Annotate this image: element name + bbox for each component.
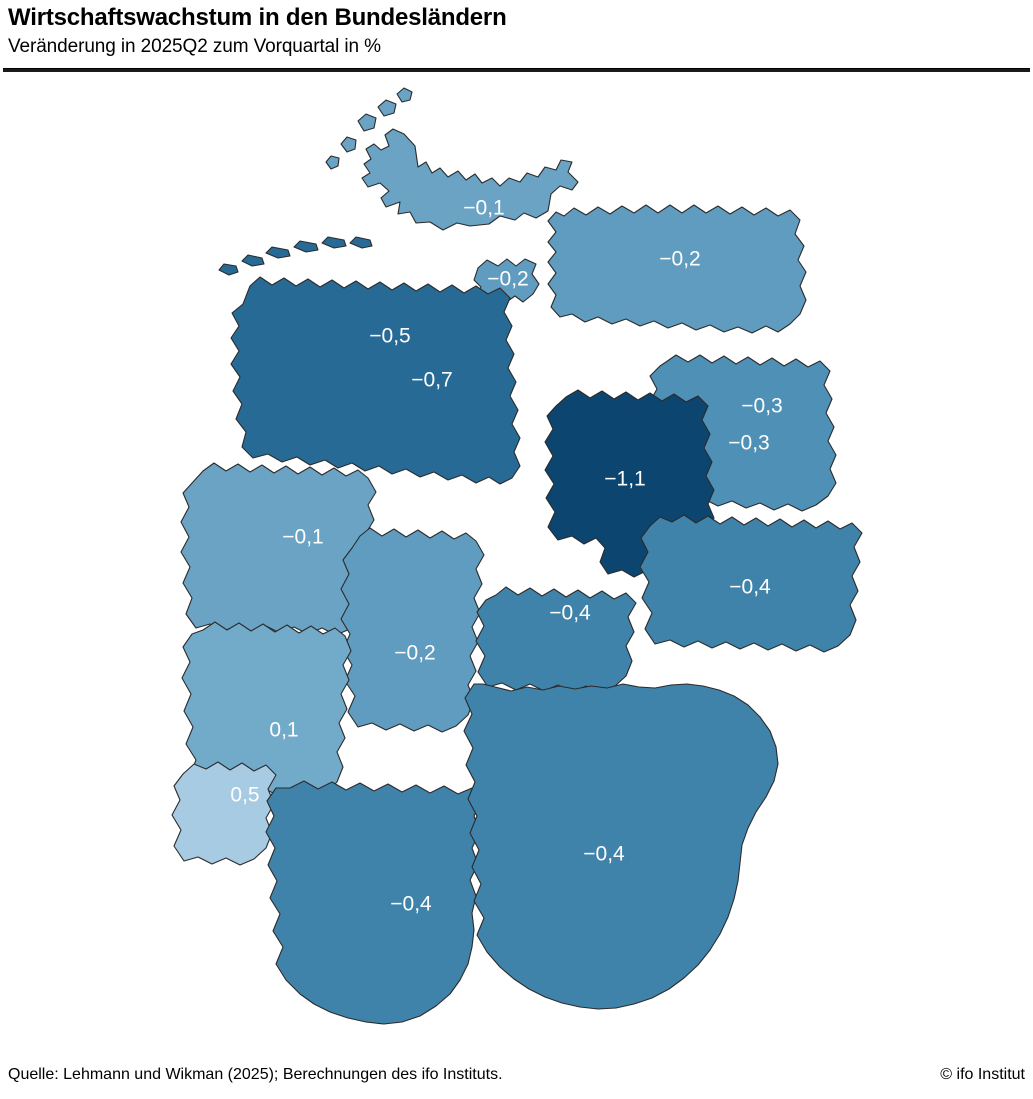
map-island-niedersachsen-7 bbox=[294, 241, 318, 252]
map-regions: Schleswig-Holstein: −0,1 Hamburg: −0,2Mec… bbox=[172, 88, 862, 1024]
map-value-labels: −0,1 −0,2 −0,2 −0,5−0,7 −0,3 −0,3 −1,1 −0,1 −0,2… bbox=[230, 197, 782, 916]
header-divider bbox=[3, 68, 1030, 72]
region-value-label-sachsen: −0,4 bbox=[729, 576, 771, 599]
map-region-hamburg[interactable]: Hamburg: −0,2 bbox=[474, 259, 539, 303]
map-region-saarland[interactable]: Saarland: 0,5 bbox=[172, 762, 276, 865]
copyright-note: © ifo Institut bbox=[940, 1066, 1025, 1083]
region-value-label-mecklenburg-vorpommern: −0,2 bbox=[659, 248, 700, 271]
map-region-baden-wuerttemberg[interactable]: Baden-Württemberg: −0,4 bbox=[266, 781, 482, 1024]
map-region-mecklenburg-vorpommern[interactable]: Mecklenburg-Vorpommern: −0,2 bbox=[548, 205, 806, 333]
map-region-hessen[interactable]: Hessen: −0,2 bbox=[341, 528, 484, 732]
region-value-label-baden-wuerttemberg: −0,4 bbox=[390, 893, 432, 916]
map-island-schleswig-holstein-2 bbox=[397, 88, 412, 102]
region-value-label-schleswig-holstein: −0,1 bbox=[463, 197, 504, 220]
page-subtitle: Veränderung in 2025Q2 zum Vorquartal in … bbox=[8, 36, 381, 57]
map-region-bayern[interactable]: Bayern: −0,4 bbox=[464, 684, 778, 1009]
map-island-schleswig-holstein-0 bbox=[358, 114, 376, 131]
map-island-niedersachsen-9 bbox=[350, 237, 372, 248]
map-region-thueringen[interactable]: Thüringen: −0,4 bbox=[476, 587, 636, 693]
map-island-schleswig-holstein-4 bbox=[326, 156, 339, 169]
region-value-label-niedersachsen: −0,7 bbox=[411, 369, 452, 392]
region-value-label-berlin: −0,3 bbox=[741, 395, 782, 418]
region-value-label-hessen: −0,2 bbox=[394, 642, 435, 665]
germany-choropleth-map: Schleswig-Holstein: −0,1 Hamburg: −0,2Mec… bbox=[0, 74, 1033, 1054]
region-value-label-sachsen-anhalt: −1,1 bbox=[604, 468, 645, 491]
map-region-sachsen[interactable]: Sachsen: −0,4 bbox=[640, 515, 862, 652]
map-region-schleswig-holstein[interactable]: Schleswig-Holstein: −0,1 bbox=[362, 129, 578, 230]
region-value-label-saarland: 0,5 bbox=[230, 784, 259, 807]
map-island-schleswig-holstein-1 bbox=[378, 100, 396, 116]
map-island-niedersachsen-10 bbox=[219, 264, 238, 275]
source-note: Quelle: Lehmann und Wikman (2025); Berec… bbox=[8, 1066, 503, 1083]
region-value-label-rheinland-pfalz: 0,1 bbox=[269, 719, 298, 742]
map-svg: Schleswig-Holstein: −0,1 Hamburg: −0,2Mec… bbox=[0, 74, 1033, 1054]
map-island-niedersachsen-8 bbox=[322, 237, 346, 248]
region-value-label-nordrhein-westfalen: −0,1 bbox=[282, 526, 323, 549]
region-value-label-hamburg: −0,2 bbox=[487, 268, 528, 291]
chart-footer: Quelle: Lehmann und Wikman (2025); Berec… bbox=[0, 1060, 1033, 1099]
region-value-label-brandenburg: −0,3 bbox=[728, 432, 769, 455]
map-island-niedersachsen-6 bbox=[266, 247, 290, 258]
region-value-label-thueringen: −0,4 bbox=[549, 602, 591, 625]
map-region-rheinland-pfalz[interactable]: Rheinland-Pfalz: 0,1 bbox=[182, 622, 351, 799]
map-island-niedersachsen-5 bbox=[242, 255, 264, 266]
region-value-label-bayern: −0,4 bbox=[583, 843, 625, 866]
region-value-label-bremen: −0,5 bbox=[369, 325, 410, 348]
map-island-schleswig-holstein-3 bbox=[341, 137, 356, 152]
page-title: Wirtschaftswachstum in den Bundesländern bbox=[8, 4, 507, 31]
map-region-niedersachsen[interactable]: Niedersachsen: −0,7 bbox=[231, 277, 520, 484]
